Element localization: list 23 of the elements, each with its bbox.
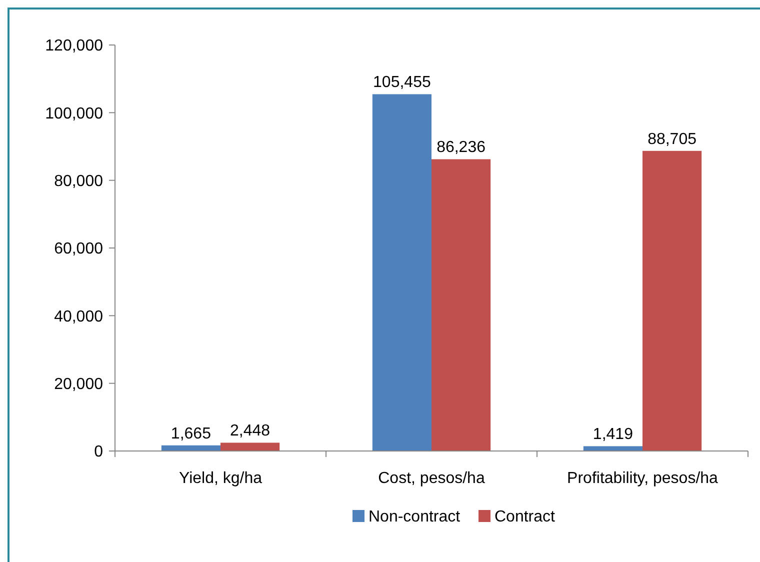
y-tick-label: 80,000 bbox=[54, 172, 104, 190]
legend-label: Non-contract bbox=[368, 508, 461, 526]
bar bbox=[583, 446, 642, 451]
y-tick-label: 20,000 bbox=[54, 376, 104, 393]
y-tick-label: 120,000 bbox=[45, 38, 104, 55]
data-label: 2,448 bbox=[230, 422, 270, 440]
data-label: 1,665 bbox=[170, 425, 212, 442]
data-label: 105,455 bbox=[373, 74, 431, 92]
legend-label: Contract bbox=[494, 508, 556, 526]
y-tick-label: 40,000 bbox=[54, 308, 104, 326]
x-tick-label: Yield, kg/ha bbox=[178, 470, 262, 487]
bar bbox=[372, 94, 432, 451]
bar bbox=[220, 442, 280, 451]
data-label: 86,236 bbox=[436, 139, 486, 156]
x-tick-label: Profitability, pesos/ha bbox=[567, 470, 718, 487]
data-label: 1,419 bbox=[592, 426, 634, 444]
x-tick-label: Cost, pesos/ha bbox=[378, 470, 485, 487]
bar bbox=[432, 159, 491, 451]
y-tick-label: 100,000 bbox=[45, 105, 104, 122]
data-label: 88,705 bbox=[648, 130, 697, 148]
y-tick-label: 60,000 bbox=[54, 240, 104, 258]
y-tick-label: 0 bbox=[94, 444, 104, 461]
bar bbox=[642, 150, 702, 451]
